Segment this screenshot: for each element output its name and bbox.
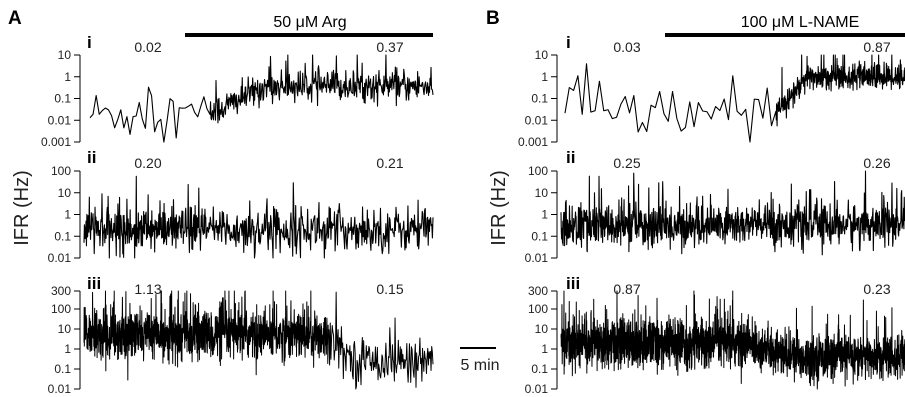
- subplot-b-i: i 10 1 0.1 0.01 0.001 0.03 0.87: [518, 33, 905, 149]
- subplot-a-iii: iii 300 100 10 1 0.1 0.01 1.13 0.15: [48, 274, 434, 396]
- ifr-trace: [89, 54, 434, 143]
- y-tick-label: 0.01: [525, 382, 549, 396]
- y-tick-label: 10: [535, 322, 549, 336]
- y-tick-label: 1: [64, 70, 71, 84]
- y-tick-label: 300: [51, 284, 71, 298]
- y-tick-label: 0.001: [518, 135, 548, 149]
- mean-rate-before: 0.25: [613, 155, 640, 171]
- ifr-trace: [83, 290, 434, 390]
- y-tick-label: 100: [528, 302, 548, 316]
- y-tick-label: 0.01: [48, 114, 72, 128]
- subplot-b-ii: ii 100 10 1 0.1 0.01 0.25 0.26: [525, 148, 905, 265]
- y-tick-label: 100: [528, 164, 548, 178]
- y-tick-label: 100: [51, 164, 71, 178]
- subplot-label: ii: [87, 148, 96, 167]
- scale-bar-label: 5 min: [460, 357, 499, 374]
- drug-bar-label: 100 μM L-NAME: [741, 14, 860, 31]
- mean-rate-after: 0.37: [376, 39, 403, 55]
- y-tick-label: 0.001: [41, 135, 71, 149]
- y-axis-label: IFR (Hz): [11, 170, 33, 246]
- y-tick-label: 1: [64, 208, 71, 222]
- subplot-a-i: i 10 1 0.1 0.01 0.001 0.02 0.37: [41, 33, 434, 149]
- y-axis-label: IFR (Hz): [488, 170, 510, 246]
- y-tick-label: 0.01: [525, 251, 549, 265]
- y-tick-label: 0.1: [531, 362, 548, 376]
- subplot-label: i: [87, 33, 92, 52]
- mean-rate-before: 1.13: [134, 281, 161, 297]
- mean-rate-before: 0.03: [613, 39, 640, 55]
- y-tick-label: 0.01: [525, 114, 549, 128]
- y-tick-label: 1: [541, 70, 548, 84]
- y-tick-label: 1: [541, 342, 548, 356]
- mean-rate-after: 0.26: [863, 155, 890, 171]
- subplot-label: ii: [566, 148, 575, 167]
- ifr-trace: [560, 170, 905, 256]
- subplot-b-iii: iii 300 100 10 1 0.1 0.01 0.87 0.23: [525, 274, 905, 396]
- y-tick-label: 10: [58, 322, 72, 336]
- drug-bar-label: 50 μM Arg: [273, 14, 346, 31]
- panel-letter-b: B: [486, 8, 500, 29]
- mean-rate-before: 0.02: [134, 39, 161, 55]
- y-tick-label: 1: [64, 342, 71, 356]
- ifr-trace: [560, 290, 905, 390]
- subplot-label: iii: [566, 274, 580, 293]
- mean-rate-after: 0.87: [863, 39, 890, 55]
- y-tick-label: 0.1: [531, 230, 548, 244]
- y-tick-label: 0.1: [54, 92, 71, 106]
- mean-rate-before: 0.20: [134, 155, 161, 171]
- panel-a: A 50 μM Arg IFR (Hz) i 10 1 0.1 0.01 0.0…: [8, 8, 434, 396]
- y-tick-label: 0.01: [48, 382, 72, 396]
- y-tick-label: 10: [58, 48, 72, 62]
- y-tick-label: 300: [528, 284, 548, 298]
- mean-rate-after: 0.23: [863, 281, 890, 297]
- y-tick-label: 0.1: [531, 92, 548, 106]
- y-tick-label: 10: [58, 186, 72, 200]
- subplot-a-ii: ii 100 10 1 0.1 0.01 0.20 0.21: [48, 148, 434, 265]
- time-scale-bar: 5 min: [460, 347, 500, 374]
- mean-rate-before: 0.87: [613, 281, 640, 297]
- y-tick-label: 10: [535, 48, 549, 62]
- panel-letter-a: A: [8, 8, 22, 29]
- mean-rate-after: 0.15: [376, 281, 403, 297]
- mean-rate-after: 0.21: [376, 155, 403, 171]
- subplot-label: iii: [87, 274, 101, 293]
- y-tick-label: 0.1: [54, 230, 71, 244]
- y-tick-label: 0.1: [54, 362, 71, 376]
- y-tick-label: 100: [51, 302, 71, 316]
- y-tick-label: 1: [541, 208, 548, 222]
- y-tick-label: 0.01: [48, 251, 72, 265]
- y-tick-label: 10: [535, 186, 549, 200]
- ifr-trace: [83, 175, 434, 259]
- subplot-label: i: [566, 33, 571, 52]
- ifr-trace: [564, 54, 905, 143]
- panel-b: B 100 μM L-NAME IFR (Hz) i 10 1 0.1 0.01…: [486, 8, 905, 396]
